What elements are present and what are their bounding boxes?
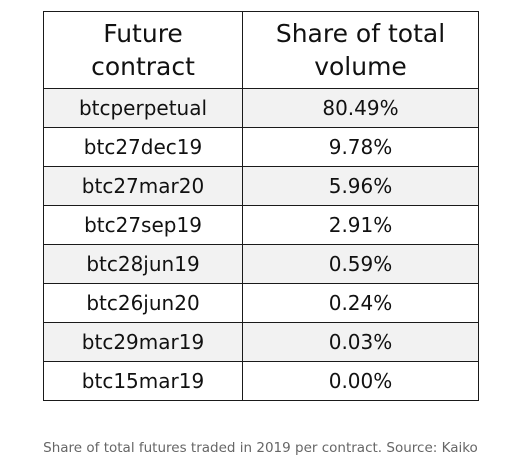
- table-row: btc27sep19 2.91%: [43, 205, 479, 245]
- contract-cell: btc27dec19: [43, 127, 243, 167]
- header-share-line2: volume: [314, 52, 407, 81]
- share-cell: 0.03%: [242, 322, 479, 362]
- header-future-contract: Future contract: [43, 11, 243, 89]
- contract-cell: btc27mar20: [43, 166, 243, 206]
- share-cell: 9.78%: [242, 127, 479, 167]
- table-row: btc26jun20 0.24%: [43, 283, 479, 323]
- header-share-of-total-volume: Share of total volume: [242, 11, 479, 89]
- table-row: btc29mar19 0.03%: [43, 322, 479, 362]
- contract-cell: btc28jun19: [43, 244, 243, 284]
- contract-cell: btc26jun20: [43, 283, 243, 323]
- share-cell: 5.96%: [242, 166, 479, 206]
- contract-cell: btc27sep19: [43, 205, 243, 245]
- contract-cell: btcperpetual: [43, 88, 243, 128]
- table-row: btc27dec19 9.78%: [43, 127, 479, 167]
- table-header-row: Future contract Share of total volume: [43, 11, 479, 89]
- header-future-contract-line2: contract: [91, 52, 195, 81]
- contract-cell: btc15mar19: [43, 361, 243, 401]
- share-cell: 80.49%: [242, 88, 479, 128]
- header-future-contract-line1: Future: [103, 19, 183, 48]
- table-row: btc27mar20 5.96%: [43, 166, 479, 206]
- futures-share-table: Future contract Share of total volume bt…: [43, 11, 479, 401]
- contract-cell: btc29mar19: [43, 322, 243, 362]
- table-row: btc15mar19 0.00%: [43, 361, 479, 401]
- share-cell: 0.59%: [242, 244, 479, 284]
- table-row: btcperpetual 80.49%: [43, 88, 479, 128]
- share-cell: 2.91%: [242, 205, 479, 245]
- share-cell: 0.24%: [242, 283, 479, 323]
- figure-caption: Share of total futures traded in 2019 pe…: [43, 440, 478, 456]
- table-row: btc28jun19 0.59%: [43, 244, 479, 284]
- header-share-line1: Share of total: [275, 19, 446, 48]
- share-cell: 0.00%: [242, 361, 479, 401]
